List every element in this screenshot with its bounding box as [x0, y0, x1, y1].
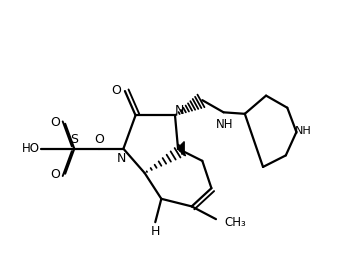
Text: O: O: [94, 133, 104, 146]
Text: N: N: [175, 104, 184, 117]
Text: H: H: [150, 225, 160, 238]
Text: N: N: [117, 152, 126, 165]
Text: NH: NH: [216, 118, 234, 131]
Text: O: O: [112, 84, 121, 97]
Text: S: S: [71, 133, 78, 146]
Text: CH₃: CH₃: [224, 216, 246, 229]
Text: O: O: [50, 116, 60, 129]
Text: O: O: [50, 168, 60, 181]
Text: HO: HO: [22, 142, 40, 155]
Text: NH: NH: [295, 126, 312, 135]
